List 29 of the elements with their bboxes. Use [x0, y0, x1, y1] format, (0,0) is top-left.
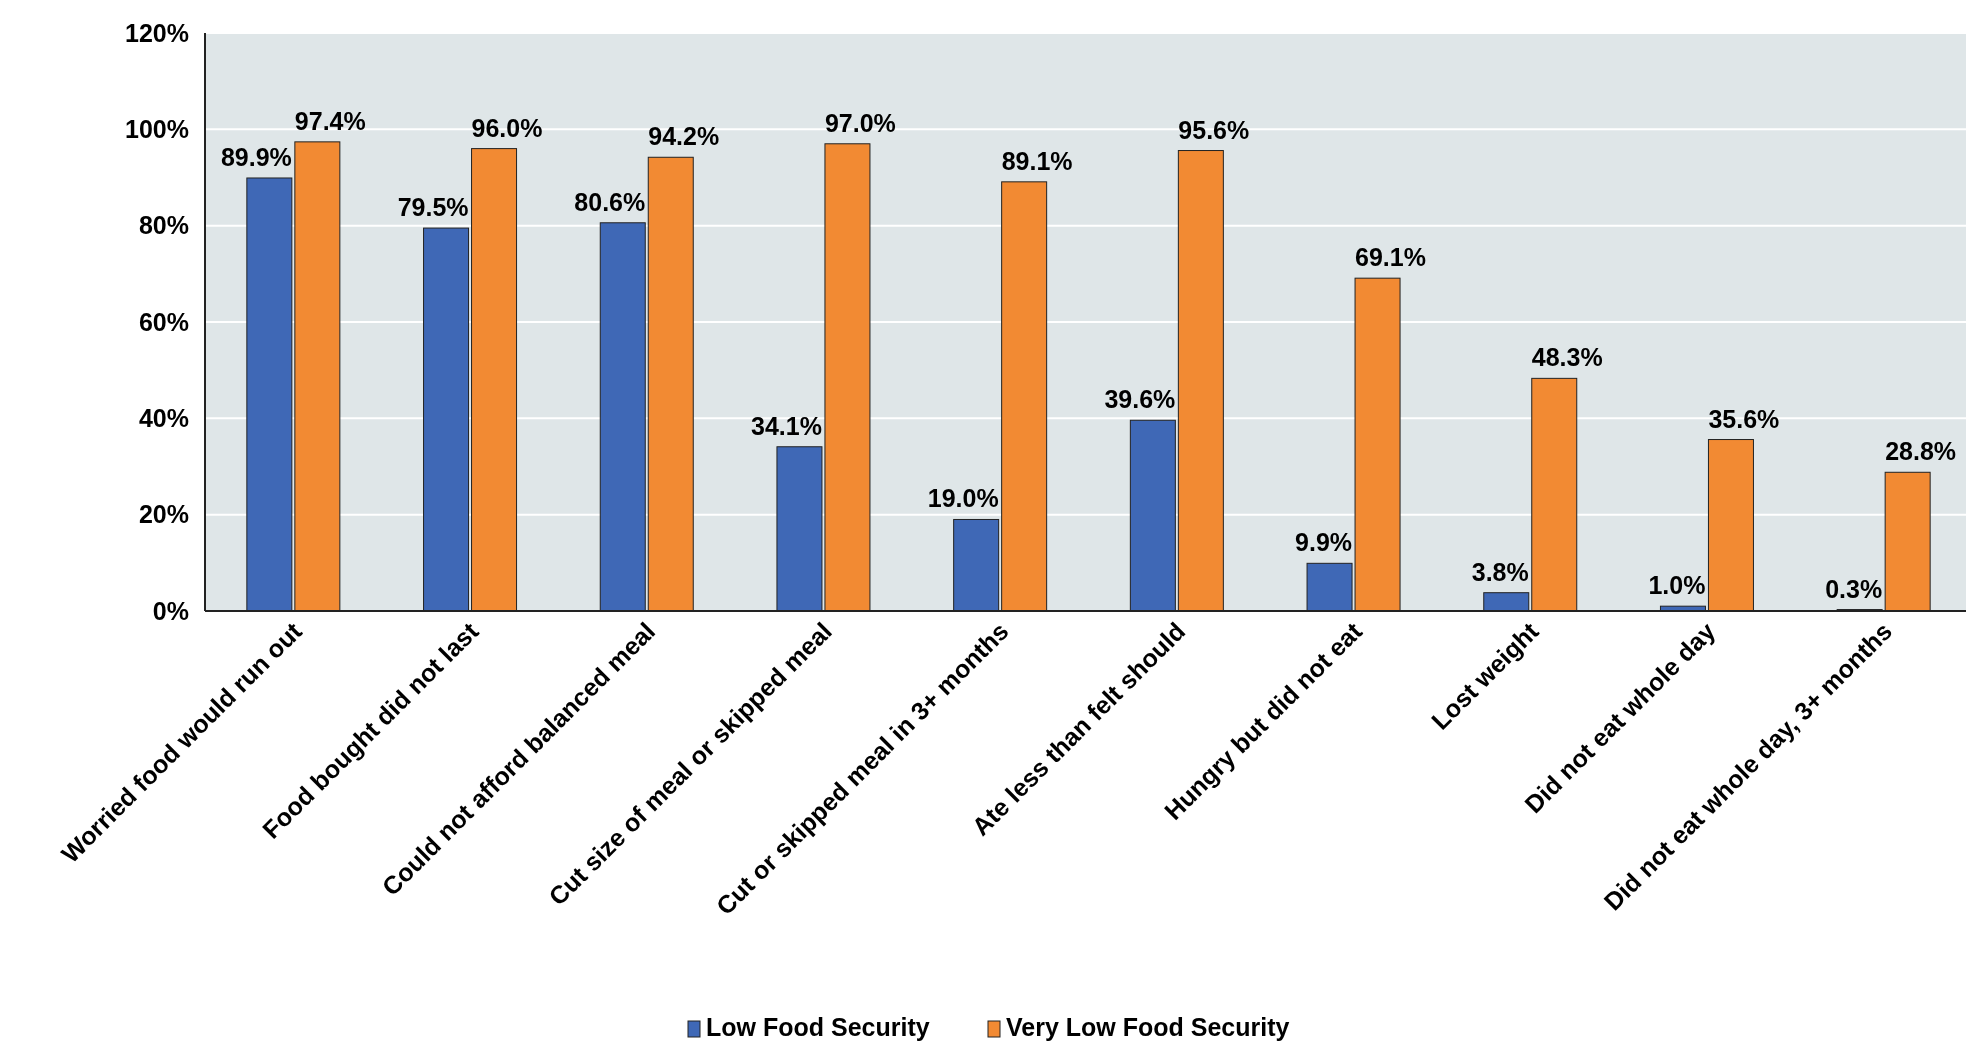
- y-tick-label: 60%: [138, 307, 189, 336]
- legend-label: Very Low Food Security: [1006, 1013, 1290, 1041]
- data-label: 96.0%: [471, 113, 543, 142]
- data-label: 94.2%: [648, 122, 720, 151]
- data-label: 89.9%: [220, 142, 292, 171]
- data-label: 89.1%: [1001, 146, 1073, 175]
- data-label: 34.1%: [751, 411, 822, 440]
- legend-label: Low Food Security: [706, 1013, 930, 1041]
- data-label: 9.9%: [1295, 528, 1353, 557]
- y-tick-label: 80%: [138, 211, 189, 240]
- data-label: 97.4%: [294, 106, 366, 135]
- data-label: 28.8%: [1885, 437, 1957, 466]
- data-label: 39.6%: [1104, 385, 1176, 414]
- data-label: 79.5%: [397, 193, 469, 222]
- y-tick-label: 20%: [138, 500, 189, 529]
- data-label: 69.1%: [1355, 243, 1426, 272]
- y-tick-label: 100%: [125, 115, 189, 144]
- data-label: 97.0%: [824, 108, 896, 137]
- data-label: 0.3%: [1825, 574, 1883, 603]
- y-tick-label: 0%: [152, 596, 189, 625]
- data-label: 35.6%: [1708, 404, 1780, 433]
- data-label: 19.0%: [927, 484, 999, 513]
- data-label: 1.0%: [1648, 571, 1706, 600]
- data-label: 48.3%: [1531, 343, 1603, 372]
- data-label: 80.6%: [574, 187, 646, 216]
- data-label: 95.6%: [1178, 115, 1250, 144]
- data-label: 3.8%: [1471, 557, 1529, 586]
- y-tick-label: 120%: [125, 18, 189, 47]
- y-tick-label: 40%: [138, 404, 189, 433]
